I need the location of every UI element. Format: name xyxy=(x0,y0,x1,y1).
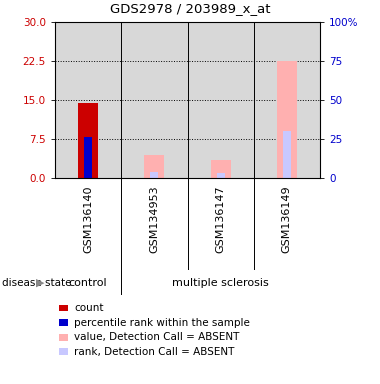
Text: GDS2978 / 203989_x_at: GDS2978 / 203989_x_at xyxy=(110,2,270,15)
Text: value, Detection Call = ABSENT: value, Detection Call = ABSENT xyxy=(74,332,239,342)
Text: multiple sclerosis: multiple sclerosis xyxy=(172,278,269,288)
Bar xyxy=(84,137,92,178)
Bar xyxy=(78,103,98,178)
Text: count: count xyxy=(74,303,103,313)
Text: GSM136149: GSM136149 xyxy=(282,185,292,253)
Text: rank, Detection Call = ABSENT: rank, Detection Call = ABSENT xyxy=(74,347,234,357)
Text: control: control xyxy=(69,278,108,288)
Text: percentile rank within the sample: percentile rank within the sample xyxy=(74,318,250,328)
Bar xyxy=(283,131,291,178)
Text: disease state: disease state xyxy=(2,278,71,288)
Bar xyxy=(211,160,231,178)
Bar xyxy=(144,155,164,178)
Bar xyxy=(217,173,225,178)
Bar xyxy=(150,172,158,178)
Text: GSM134953: GSM134953 xyxy=(149,185,159,253)
Text: ▶: ▶ xyxy=(36,278,44,288)
Bar xyxy=(277,61,297,178)
Text: GSM136140: GSM136140 xyxy=(83,185,93,253)
Text: GSM136147: GSM136147 xyxy=(215,185,226,253)
